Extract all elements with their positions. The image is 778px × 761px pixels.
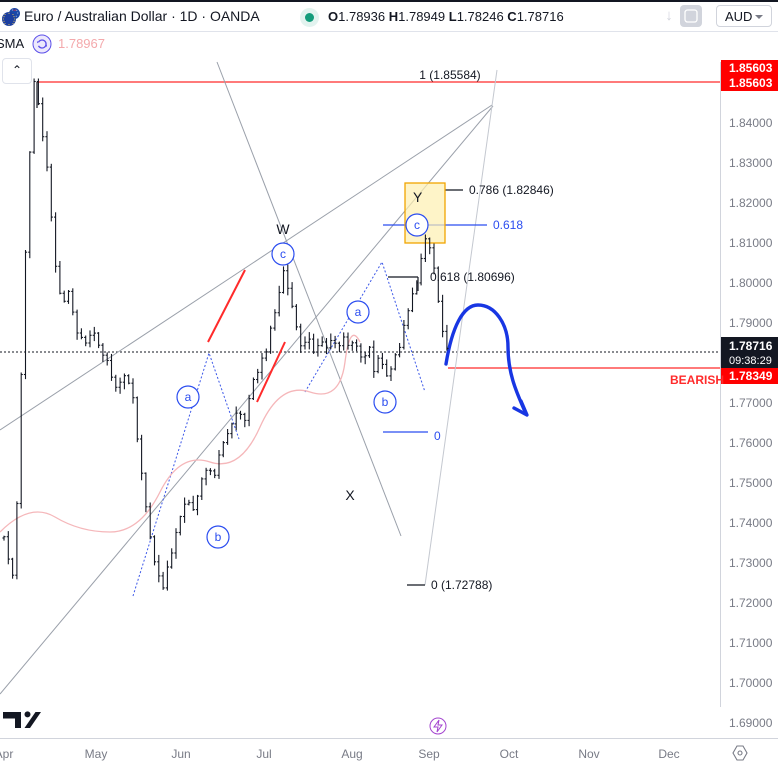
svg-text:Y: Y: [413, 189, 423, 205]
svg-text:X: X: [345, 487, 355, 503]
svg-text:a: a: [185, 390, 192, 404]
svg-text:b: b: [215, 530, 222, 544]
svg-text:c: c: [414, 218, 420, 232]
svg-text:c: c: [280, 247, 286, 261]
svg-text:1 (1.85584): 1 (1.85584): [419, 68, 480, 82]
svg-text:a: a: [355, 305, 362, 319]
svg-text:0.618 (1.80696): 0.618 (1.80696): [430, 270, 515, 284]
svg-text:W: W: [276, 221, 290, 237]
svg-text:b: b: [382, 395, 389, 409]
svg-text:0 (1.72788): 0 (1.72788): [431, 578, 492, 592]
svg-text:0.618: 0.618: [493, 218, 523, 232]
svg-text:0.786 (1.82846): 0.786 (1.82846): [469, 183, 554, 197]
svg-text:0: 0: [434, 429, 441, 443]
svg-text:BEARISH: BEARISH: [670, 373, 724, 387]
